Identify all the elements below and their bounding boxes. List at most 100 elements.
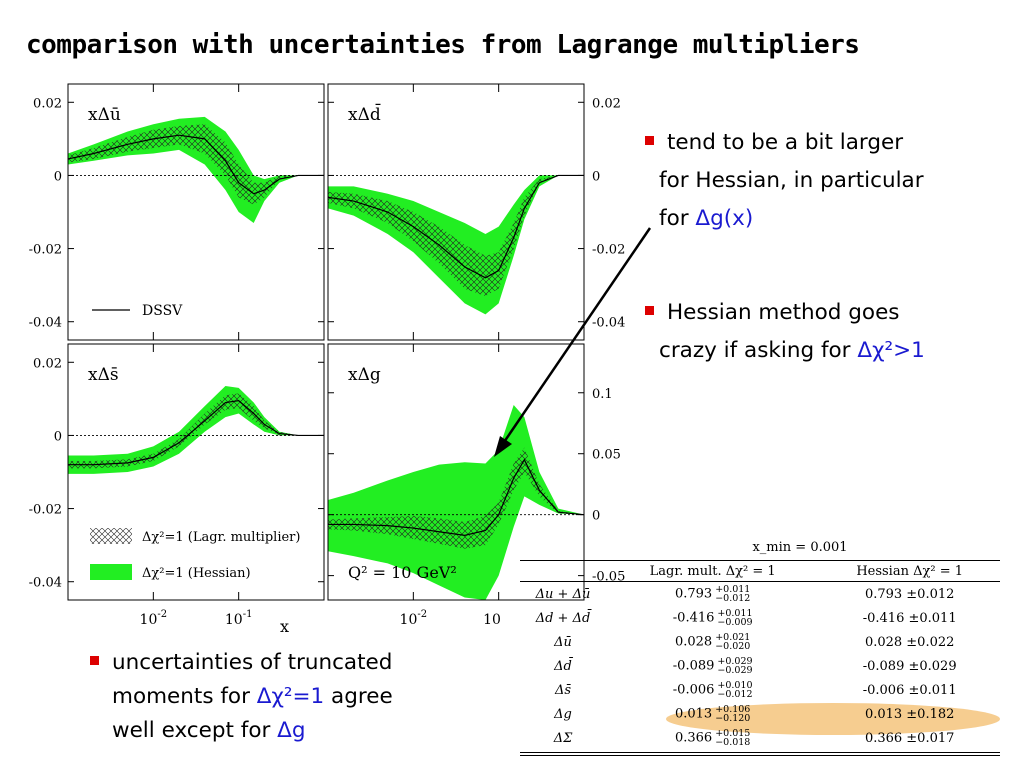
row-lagr-value: 0.793 +0.011 −0.012 <box>606 582 819 607</box>
y-tick-label: 0 <box>54 429 62 444</box>
lagr-err-down: −0.020 <box>715 641 751 652</box>
col-header-quantity <box>520 561 606 582</box>
panel-label: xΔd̄ <box>348 102 381 125</box>
bullet-2: Hessian method goes crazy if asking for … <box>645 294 1015 370</box>
row-hessian-value: -0.006 ±0.011 <box>862 682 957 698</box>
xmin-label: x_min = 0.001 <box>752 540 848 555</box>
x-tick-label: 10-1 <box>225 609 253 628</box>
lagr-errors: +0.011 −0.012 <box>715 585 751 604</box>
legend-lagr-swatch <box>90 528 132 544</box>
y-tick-label: 0.02 <box>33 96 62 111</box>
dssv-line <box>68 134 324 195</box>
y-tick-label: 0 <box>592 509 600 524</box>
table-row: Δd̄ -0.089 +0.029 −0.029 -0.089 ±0.029 <box>520 654 1000 678</box>
bullet-3-line2: moments for Δχ²=1 agree <box>90 678 510 716</box>
bullet-2-line2: crazy if asking for Δχ²>1 <box>645 332 1015 370</box>
y-tick-label: -0.04 <box>592 316 625 331</box>
lagr-err-up: +0.106 <box>715 704 751 715</box>
arrow-head <box>494 436 512 457</box>
panel-label: xΔs̄ <box>88 365 119 385</box>
lagr-errors: +0.021 −0.020 <box>715 632 751 652</box>
bullet-2-line1: Hessian method goes <box>667 300 900 325</box>
lagr-err-down: −0.120 <box>715 713 751 724</box>
lagr-err-up: +0.015 <box>715 728 751 739</box>
panel-frame <box>327 343 585 601</box>
row-hessian-value: -0.089 ±0.029 <box>862 658 957 674</box>
lagr-err-down: −0.012 <box>717 689 753 700</box>
bullet-3-line1: uncertainties of truncated <box>112 650 393 675</box>
table-row: Δd + Δd̄ -0.416 +0.011 −0.009 -0.416 ±0.011 <box>520 606 1000 630</box>
panel-frame <box>327 83 585 341</box>
x-tick-label: 10 <box>483 612 501 628</box>
bullet-3-text-c: well except for <box>112 718 278 743</box>
lagr-errors: +0.015 −0.018 <box>715 728 751 748</box>
legend-dssv-label: DSSV <box>142 303 183 319</box>
lagr-errors: +0.106 −0.120 <box>715 704 751 724</box>
lagr-errors: +0.029 −0.029 <box>717 656 753 676</box>
bullet-2-text: crazy if asking for <box>659 338 858 363</box>
bullet-3: uncertainties of truncated moments for Δ… <box>90 644 510 750</box>
row-lagr-value: 0.366 +0.015 −0.018 <box>606 726 819 750</box>
bullet-marker <box>645 136 654 145</box>
panel-label: xΔg <box>348 365 381 385</box>
y-tick-label: -0.04 <box>29 316 62 331</box>
y-tick-label: 0.1 <box>592 387 613 402</box>
slide-title: comparison with uncertainties from Lagra… <box>26 30 860 60</box>
table-row: Δū 0.028 +0.021 −0.020 0.028 ±0.022 <box>520 630 1000 654</box>
lagr-central: -0.416 <box>672 610 715 626</box>
row-quantity: ΔΣ <box>553 730 573 746</box>
y-tick-label: 0.05 <box>592 448 621 463</box>
table-row: Δg 0.013 +0.106 −0.120 0.013 ±0.182 <box>520 702 1000 726</box>
table-bottom-rule <box>520 752 1000 756</box>
bullet-1: tend to be a bit larger for Hessian, in … <box>645 124 1015 238</box>
lagrange-band <box>328 175 584 297</box>
lagr-err-down: −0.029 <box>717 665 753 676</box>
row-lagr-value: -0.089 +0.029 −0.029 <box>606 654 819 678</box>
bullet-marker <box>90 656 99 665</box>
row-quantity: Δd̄ <box>554 658 572 674</box>
bullet-3-line3: well except for Δg <box>90 712 510 750</box>
y-tick-label: -0.02 <box>29 243 62 258</box>
legend-hess-label: Δχ²=1 (Hessian) <box>142 566 251 581</box>
bullet-3-text: moments for <box>112 684 257 709</box>
row-quantity: Δū <box>554 634 572 650</box>
y-tick-label: 0 <box>592 169 600 184</box>
row-quantity: Δu + Δū <box>535 586 591 602</box>
table-row: Δu + Δū 0.793 +0.011 −0.012 0.793 ±0.012 <box>520 582 1000 607</box>
lagr-err-up: +0.029 <box>717 656 753 667</box>
row-hessian-value: 0.013 ±0.182 <box>864 706 955 722</box>
bullet-1-highlight: Δg(x) <box>695 206 754 231</box>
lagr-central: 0.366 <box>674 730 713 746</box>
bullet-1-line1: tend to be a bit larger <box>667 130 904 155</box>
lagr-central: -0.006 <box>672 682 715 698</box>
bullet-2-highlight: Δχ²>1 <box>857 338 925 363</box>
row-lagr-value: -0.416 +0.011 −0.009 <box>606 606 819 630</box>
row-quantity: Δd + Δd̄ <box>535 610 591 626</box>
bullet-3-highlight-2: Δg <box>277 718 306 743</box>
y-tick-label: 0.02 <box>33 356 62 371</box>
row-lagr-value: 0.013 +0.106 −0.120 <box>606 702 819 726</box>
legend-lagr-label: Δχ²=1 (Lagr. multiplier) <box>142 530 300 545</box>
lagr-err-up: +0.021 <box>715 632 751 643</box>
x-axis-label: x <box>280 617 289 636</box>
lagr-central: 0.028 <box>674 634 713 650</box>
uncertainty-table: Lagr. mult. Δχ² = 1 Hessian Δχ² = 1 Δu +… <box>520 560 1000 750</box>
row-lagr-value: -0.006 +0.010 −0.012 <box>606 678 819 702</box>
lagr-errors: +0.011 −0.009 <box>717 609 753 628</box>
row-hessian-value: 0.793 ±0.012 <box>864 586 955 602</box>
bullet-3-highlight: Δχ²=1 <box>256 684 325 709</box>
panel-label: xΔū <box>88 105 121 125</box>
row-hessian-value: 0.028 ±0.022 <box>864 634 955 650</box>
lagrange-band <box>68 393 324 469</box>
lagr-central: -0.089 <box>672 658 715 674</box>
annotation-arrow <box>498 227 652 449</box>
x-tick-label: 10-2 <box>400 609 428 628</box>
y-tick-label: 0 <box>54 169 62 184</box>
lagr-err-down: −0.012 <box>715 593 751 604</box>
lagr-central: 0.793 <box>674 586 713 602</box>
y-tick-label: -0.04 <box>29 576 62 591</box>
panel-3 <box>328 404 584 600</box>
lagr-err-down: −0.009 <box>717 617 753 628</box>
panel-2 <box>68 386 324 474</box>
lagrange-band <box>68 124 324 205</box>
